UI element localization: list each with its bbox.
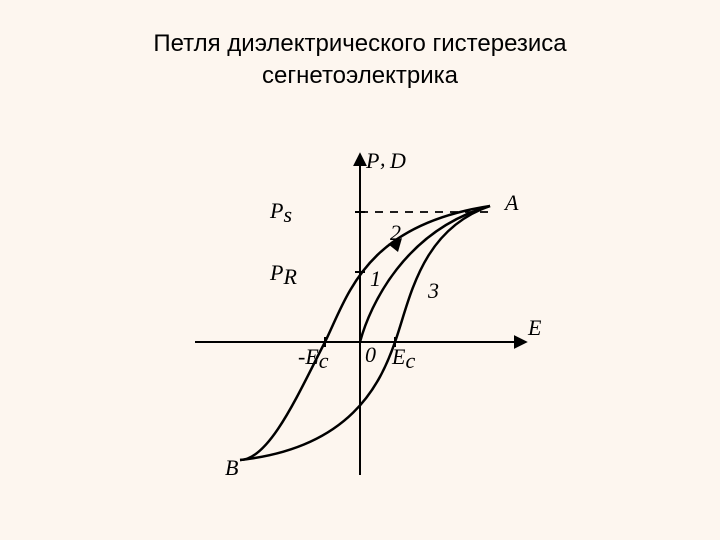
svg-text:2: 2 (390, 220, 401, 245)
svg-text:,: , (380, 146, 386, 171)
svg-text:1: 1 (370, 266, 381, 291)
svg-text:P: P (365, 148, 379, 173)
svg-text:Ps: Ps (269, 198, 292, 227)
svg-text:D: D (389, 148, 406, 173)
hysteresis-svg: P,D E 0 Ec -Ec Ps PR A B 12 3 (170, 130, 550, 500)
svg-text:3: 3 (427, 278, 439, 303)
svg-text:A: A (503, 190, 519, 215)
slide-title: Петля диэлектрического гистерезиса сегне… (0, 28, 720, 93)
title-line-2: сегнетоэлектрика (262, 62, 458, 89)
svg-text:-Ec: -Ec (298, 344, 329, 373)
svg-text:B: B (225, 455, 238, 480)
svg-text:E: E (527, 315, 542, 340)
svg-text:PR: PR (269, 260, 297, 289)
svg-text:0: 0 (365, 342, 376, 367)
title-line-1: Петля диэлектрического гистерезиса (153, 30, 566, 57)
svg-text:Ec: Ec (391, 344, 415, 373)
hysteresis-diagram: P,D E 0 Ec -Ec Ps PR A B 12 3 (170, 130, 550, 500)
slide: Петля диэлектрического гистерезиса сегне… (0, 0, 720, 540)
